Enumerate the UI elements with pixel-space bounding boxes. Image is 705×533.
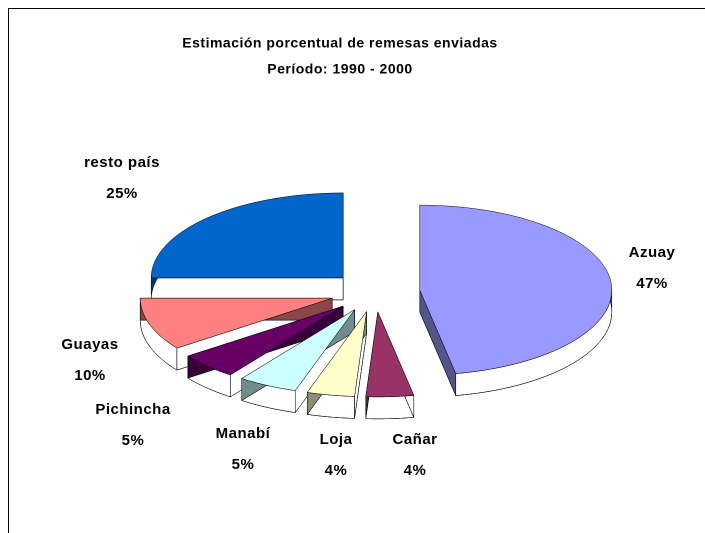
category-label: Cañar <box>392 431 437 448</box>
category-label: Loja <box>320 431 353 448</box>
pie-slice <box>150 192 344 279</box>
category-label: Manabí <box>216 425 271 442</box>
pie-slice <box>139 297 333 349</box>
chart-title: Estimación porcentual de remesas enviada… <box>182 35 497 51</box>
data-label: 4% <box>404 462 427 479</box>
data-label: 25% <box>106 185 138 202</box>
chart-subtitle: Período: 1990 - 2000 <box>267 61 412 77</box>
pie-slice <box>241 309 355 391</box>
category-label: Azuay <box>629 244 676 261</box>
category-label: Guayas <box>61 336 118 353</box>
pie-slice <box>419 204 613 374</box>
pie-slice <box>306 311 367 397</box>
data-label: 47% <box>636 275 668 292</box>
pie-slice <box>365 310 415 398</box>
category-label: resto país <box>84 154 160 171</box>
pie <box>139 192 613 420</box>
data-label: 10% <box>74 367 106 384</box>
pie-slice <box>187 305 344 376</box>
data-label: 5% <box>232 456 255 473</box>
category-label: Pichincha <box>95 401 171 418</box>
data-label: 5% <box>122 432 145 449</box>
data-label: 4% <box>325 462 348 479</box>
